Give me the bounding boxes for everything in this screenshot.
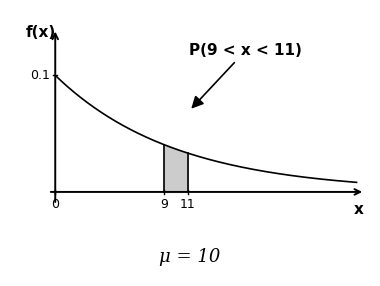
Text: 0: 0: [51, 198, 59, 211]
Text: x: x: [354, 202, 364, 217]
Text: 0.1: 0.1: [30, 69, 51, 82]
Text: 9: 9: [160, 198, 168, 211]
Text: μ = 10: μ = 10: [159, 249, 221, 266]
Text: 11: 11: [180, 198, 196, 211]
Text: P(9 < x < 11): P(9 < x < 11): [189, 43, 302, 107]
Text: f(x): f(x): [26, 25, 56, 40]
